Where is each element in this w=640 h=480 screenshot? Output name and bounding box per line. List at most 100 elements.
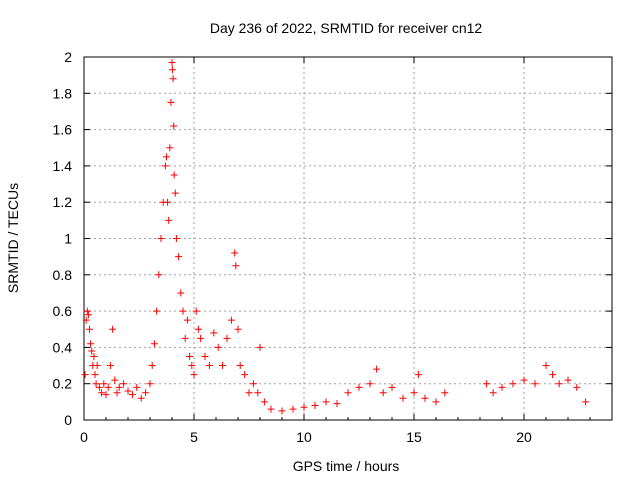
data-point [169, 75, 177, 83]
data-point [92, 380, 100, 388]
data-point [150, 340, 158, 348]
data-point [441, 389, 449, 397]
data-point [168, 58, 176, 66]
data-point [234, 325, 242, 333]
data-point [111, 376, 119, 384]
y-tick-label: 0 [64, 412, 72, 428]
data-point [509, 380, 517, 388]
x-tick-label: 5 [190, 429, 198, 445]
data-point [93, 362, 101, 370]
data-point [249, 380, 257, 388]
grid-lines [84, 57, 612, 420]
data-point [172, 235, 180, 242]
data-point [241, 371, 249, 379]
y-tick-label: 1.6 [53, 122, 73, 138]
data-point [205, 362, 213, 370]
data-point [414, 371, 422, 379]
data-point [165, 216, 173, 224]
data-point [410, 389, 418, 397]
data-point [190, 371, 198, 379]
data-point [311, 401, 319, 409]
data-point [344, 389, 352, 397]
data-point [489, 389, 497, 397]
data-point [227, 316, 235, 324]
data-point [100, 380, 108, 388]
data-point [379, 389, 387, 397]
data-point [373, 365, 381, 373]
data-point [564, 376, 572, 384]
data-point [520, 376, 528, 384]
data-point [109, 325, 117, 333]
data-point [573, 383, 581, 391]
data-point [102, 391, 110, 399]
data-point [161, 162, 169, 170]
y-axis-ticks: 0 0.2 0.4 0.6 0.8 1 1.2 1.4 1.6 1.8 2 [53, 49, 612, 428]
y-tick-label: 1 [64, 231, 72, 247]
data-point [82, 316, 90, 324]
data-point [166, 144, 174, 152]
data-point [210, 329, 218, 337]
data-point [254, 389, 262, 397]
data-point [170, 122, 178, 130]
data-point [555, 380, 563, 388]
data-point [300, 403, 308, 411]
y-tick-label: 1.2 [53, 194, 73, 210]
y-axis-label: SRMTID / TECUs [5, 183, 21, 293]
data-point [432, 398, 440, 406]
data-point [582, 398, 590, 406]
data-point [219, 362, 227, 370]
data-point [115, 383, 123, 391]
plot-frame [83, 56, 613, 421]
data-point [231, 249, 239, 257]
data-point [197, 334, 205, 342]
y-tick-label: 0.8 [53, 267, 73, 283]
x-axis-label: GPS time / hours [293, 458, 400, 474]
data-point [333, 400, 341, 408]
x-tick-label: 10 [296, 429, 312, 445]
data-point [106, 362, 114, 370]
data-point [128, 391, 136, 399]
data-point [192, 307, 200, 315]
data-point [95, 383, 103, 391]
data-point [113, 389, 121, 397]
y-tick-label: 0.4 [53, 339, 73, 355]
data-point [179, 307, 187, 315]
data-point [167, 98, 175, 106]
data-point [157, 235, 165, 242]
data-point [155, 271, 163, 279]
y-tick-label: 2 [64, 49, 72, 65]
data-point [104, 383, 112, 391]
data-point [183, 316, 191, 324]
data-point [124, 387, 132, 395]
data-point [133, 383, 141, 391]
data-point [278, 407, 286, 415]
data-point [366, 380, 374, 388]
data-point [175, 253, 183, 261]
data-point [87, 340, 95, 348]
data-point [164, 198, 172, 206]
data-point [163, 153, 170, 161]
x-axis-ticks: 0 5 10 15 20 [80, 57, 591, 445]
data-point [170, 171, 178, 179]
data-point [81, 371, 89, 379]
data-point [177, 289, 185, 297]
data-point [531, 380, 539, 388]
data-point [322, 398, 330, 406]
data-points [81, 58, 590, 415]
data-point [421, 394, 429, 402]
data-point [549, 371, 557, 379]
data-point [84, 311, 92, 319]
x-tick-label: 0 [80, 429, 88, 445]
data-point [186, 352, 194, 360]
data-point [98, 389, 106, 397]
data-point [267, 405, 275, 413]
data-point [214, 343, 222, 351]
data-point [542, 362, 550, 370]
data-point [91, 371, 99, 379]
data-point [120, 380, 128, 388]
data-point [188, 362, 196, 370]
x-tick-label: 15 [406, 429, 422, 445]
data-point [90, 352, 98, 360]
data-point [399, 394, 407, 402]
